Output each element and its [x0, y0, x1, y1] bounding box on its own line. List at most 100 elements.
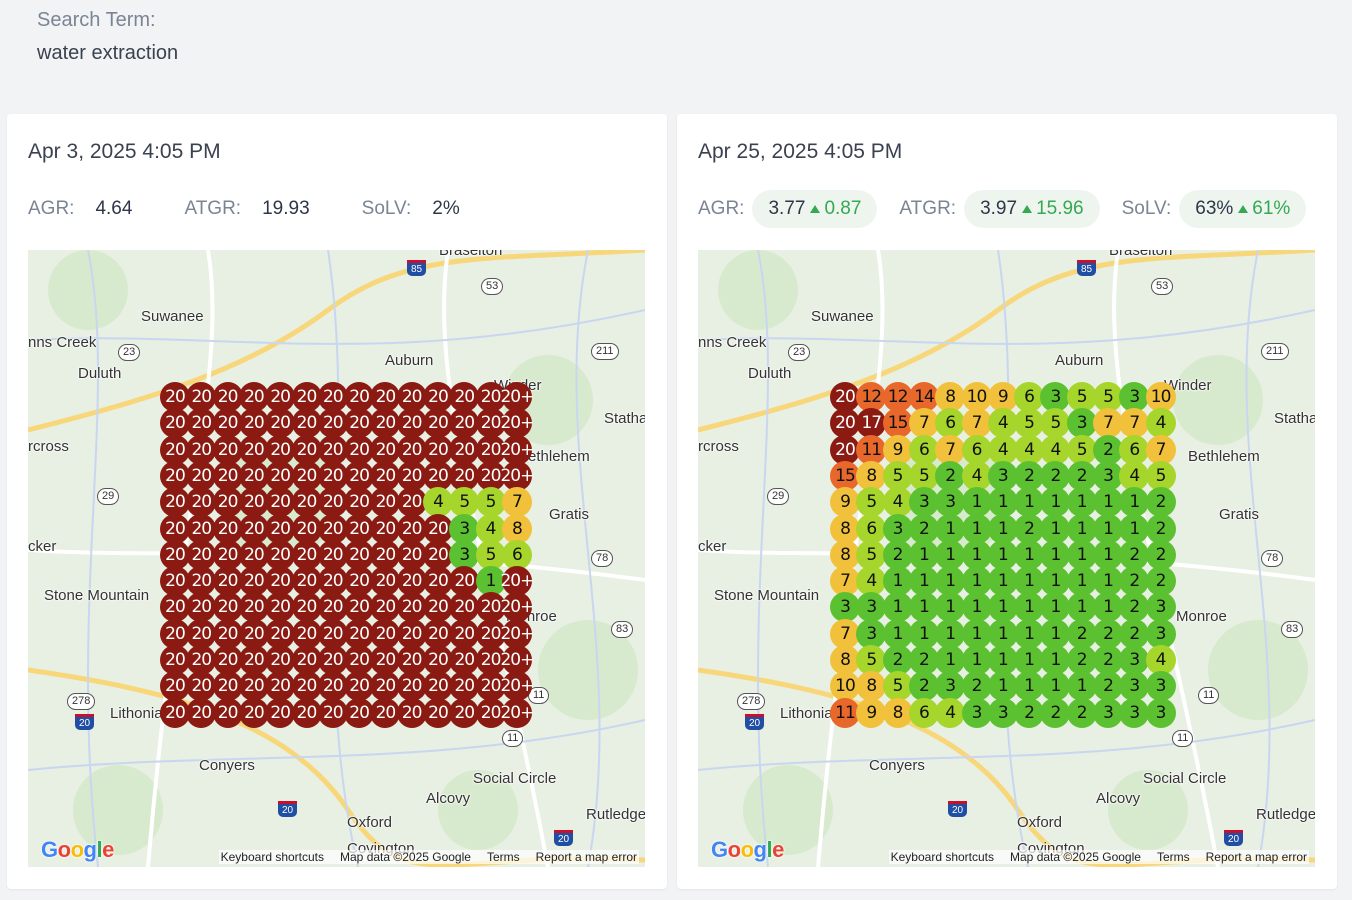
- rank-pin[interactable]: 1: [1014, 566, 1045, 597]
- attribution-link[interactable]: Report a map error: [535, 850, 637, 864]
- rank-pin[interactable]: 2: [1093, 618, 1123, 649]
- rank-pin[interactable]: 4: [882, 487, 913, 518]
- rank-pin[interactable]: 20: [317, 618, 348, 649]
- rank-pin[interactable]: 20: [396, 434, 427, 465]
- rank-pin[interactable]: 20: [370, 434, 401, 465]
- rank-pin[interactable]: 1: [1014, 487, 1045, 518]
- rank-pin[interactable]: 6: [908, 697, 939, 728]
- rank-pin[interactable]: 20: [344, 513, 375, 544]
- rank-pin[interactable]: 9: [882, 434, 913, 465]
- rank-pin[interactable]: 20: [212, 408, 243, 439]
- rank-pin[interactable]: 20: [291, 487, 322, 518]
- rank-pin[interactable]: 20: [238, 487, 269, 518]
- rank-pin[interactable]: 20: [265, 566, 296, 597]
- rank-pin[interactable]: 8: [856, 460, 887, 491]
- rank-pin[interactable]: 4: [987, 408, 1018, 439]
- rank-pin[interactable]: 20: [291, 566, 322, 597]
- rank-pin[interactable]: 20: [186, 434, 217, 465]
- rank-pin[interactable]: 2: [1040, 697, 1071, 728]
- rank-pin[interactable]: 20: [160, 408, 190, 439]
- rank-pin[interactable]: 1: [1014, 539, 1045, 570]
- rank-pin[interactable]: 20: [238, 671, 269, 702]
- rank-pin[interactable]: 20: [344, 592, 375, 623]
- rank-pin[interactable]: 1: [1119, 487, 1150, 518]
- rank-pin[interactable]: 5: [449, 487, 480, 518]
- rank-pin[interactable]: 5: [475, 539, 506, 570]
- rank-pin[interactable]: 20: [238, 434, 269, 465]
- rank-pin[interactable]: 20: [370, 645, 401, 675]
- rank-pin[interactable]: 20: [423, 382, 453, 412]
- rank-pin[interactable]: 1: [1040, 645, 1071, 675]
- rank-pin[interactable]: 20: [423, 697, 453, 728]
- rank-pin[interactable]: 1: [961, 592, 992, 623]
- rank-pin[interactable]: 20: [370, 460, 401, 491]
- rank-pin[interactable]: 20: [291, 645, 322, 675]
- rank-pin[interactable]: 2: [908, 671, 939, 702]
- rank-pin[interactable]: 5: [856, 487, 887, 518]
- rank-pin[interactable]: 20: [396, 487, 427, 518]
- rank-pin[interactable]: 3: [987, 460, 1018, 491]
- rank-pin[interactable]: 20: [423, 566, 453, 597]
- rank-pin[interactable]: 20: [344, 566, 375, 597]
- rank-pin[interactable]: 2: [908, 645, 939, 675]
- rank-pin[interactable]: 1: [1014, 618, 1045, 649]
- rank-pin[interactable]: 4: [1040, 434, 1071, 465]
- rank-pin[interactable]: 20: [396, 566, 427, 597]
- rank-pin[interactable]: 20: [344, 645, 375, 675]
- rank-pin[interactable]: 7: [1093, 408, 1123, 439]
- rank-pin[interactable]: 3: [830, 592, 860, 623]
- rank-pin[interactable]: 20: [238, 566, 269, 597]
- rank-pin[interactable]: 2: [882, 645, 913, 675]
- rank-pin[interactable]: 3: [1119, 645, 1150, 675]
- rank-pin[interactable]: 20: [291, 513, 322, 544]
- rank-pin[interactable]: 20+: [500, 697, 534, 728]
- rank-pin[interactable]: 20: [317, 513, 348, 544]
- rank-pin[interactable]: 2: [1145, 539, 1176, 570]
- rank-pin[interactable]: 3: [1093, 697, 1123, 728]
- rank-pin[interactable]: 20: [396, 618, 427, 649]
- rank-pin[interactable]: 20: [449, 645, 480, 675]
- rank-pin[interactable]: 20: [160, 513, 190, 544]
- rank-pin[interactable]: 3: [1119, 382, 1150, 412]
- rank-pin[interactable]: 20: [265, 645, 296, 675]
- rank-pin[interactable]: 20: [317, 408, 348, 439]
- rank-pin[interactable]: 20: [265, 460, 296, 491]
- rank-pin[interactable]: 1: [987, 566, 1018, 597]
- rank-pin[interactable]: 3: [1145, 697, 1176, 728]
- rank-pin[interactable]: 1: [935, 645, 966, 675]
- rank-pin[interactable]: 4: [1145, 408, 1176, 439]
- rank-pin[interactable]: 20: [186, 697, 217, 728]
- rank-pin[interactable]: 1: [882, 592, 913, 623]
- rank-pin[interactable]: 20: [238, 408, 269, 439]
- rank-pin[interactable]: 1: [1119, 513, 1150, 544]
- rank-map[interactable]: Braselton Suwanee Auburn Duluth Winder Statha…: [698, 250, 1315, 867]
- rank-pin[interactable]: 20: [160, 382, 190, 412]
- rank-pin[interactable]: 20: [830, 408, 860, 439]
- rank-pin[interactable]: 20: [449, 566, 480, 597]
- rank-pin[interactable]: 7: [830, 566, 860, 597]
- rank-pin[interactable]: 3: [1040, 382, 1071, 412]
- rank-pin[interactable]: 1: [961, 645, 992, 675]
- rank-pin[interactable]: 1: [475, 566, 506, 597]
- rank-pin[interactable]: 20+: [500, 671, 534, 702]
- rank-pin[interactable]: 7: [830, 618, 860, 649]
- rank-pin[interactable]: 10: [1145, 382, 1176, 412]
- rank-pin[interactable]: 20: [186, 618, 217, 649]
- rank-pin[interactable]: 1: [1040, 671, 1071, 702]
- rank-pin[interactable]: 20: [370, 382, 401, 412]
- rank-pin[interactable]: 1: [987, 513, 1018, 544]
- rank-pin[interactable]: 20: [291, 618, 322, 649]
- rank-pin[interactable]: 6: [856, 513, 887, 544]
- rank-pin[interactable]: 20: [238, 697, 269, 728]
- rank-pin[interactable]: 7: [1145, 434, 1176, 465]
- rank-pin[interactable]: 20: [160, 697, 190, 728]
- rank-pin[interactable]: 20+: [500, 408, 534, 439]
- rank-pin[interactable]: 1: [1040, 566, 1071, 597]
- rank-pin[interactable]: 3: [1145, 671, 1176, 702]
- rank-pin[interactable]: 12: [882, 382, 913, 412]
- rank-pin[interactable]: 10: [830, 671, 860, 702]
- rank-pin[interactable]: 20: [186, 382, 217, 412]
- rank-pin[interactable]: 20: [344, 408, 375, 439]
- rank-pin[interactable]: 9: [987, 382, 1018, 412]
- attribution-link[interactable]: Terms: [1156, 850, 1190, 864]
